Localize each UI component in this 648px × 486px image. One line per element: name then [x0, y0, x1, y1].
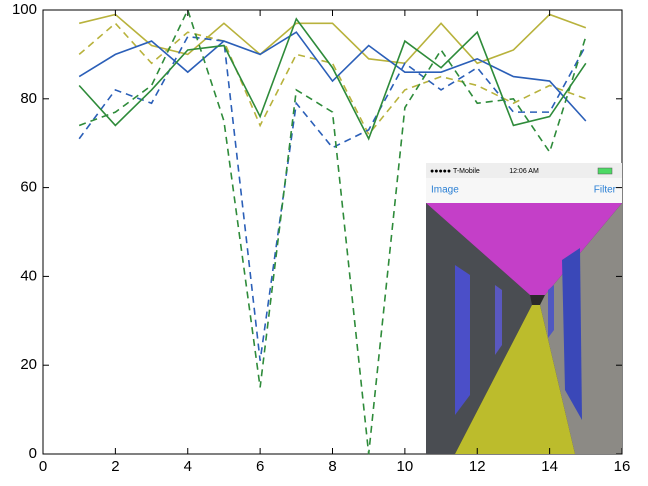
chart: ●●●●● T-Mobile 12:06 AM Image Filter 0 2 4…: [0, 0, 648, 481]
series-line: [79, 14, 586, 63]
door: [495, 285, 502, 355]
door: [455, 265, 470, 415]
y-tick-label: 60: [20, 179, 37, 196]
inset-screenshot: ●●●●● T-Mobile 12:06 AM Image Filter: [426, 163, 622, 454]
battery-icon: [598, 168, 612, 174]
y-tick-label: 80: [20, 90, 37, 107]
door: [548, 285, 554, 338]
x-tick-label: 8: [328, 458, 336, 475]
y-tick-label: 20: [20, 356, 37, 373]
y-tick-label: 0: [29, 445, 37, 462]
x-tick-label: 14: [541, 458, 558, 475]
series-line: [79, 19, 586, 139]
carrier: ●●●●● T-Mobile: [430, 168, 480, 175]
x-tick-label: 10: [397, 458, 414, 475]
image-button[interactable]: Image: [431, 185, 459, 196]
y-tick-label: 40: [20, 267, 37, 284]
x-tick-label: 12: [469, 458, 486, 475]
x-tick-label: 2: [111, 458, 119, 475]
filter-button[interactable]: Filter: [594, 185, 617, 196]
y-tick-label: 100: [12, 1, 37, 18]
x-tick-label: 6: [256, 458, 264, 475]
x-tick-label: 0: [39, 458, 47, 475]
time: 12:06 AM: [509, 168, 539, 175]
x-tick-label: 4: [184, 458, 192, 475]
x-tick-label: 16: [614, 458, 631, 475]
